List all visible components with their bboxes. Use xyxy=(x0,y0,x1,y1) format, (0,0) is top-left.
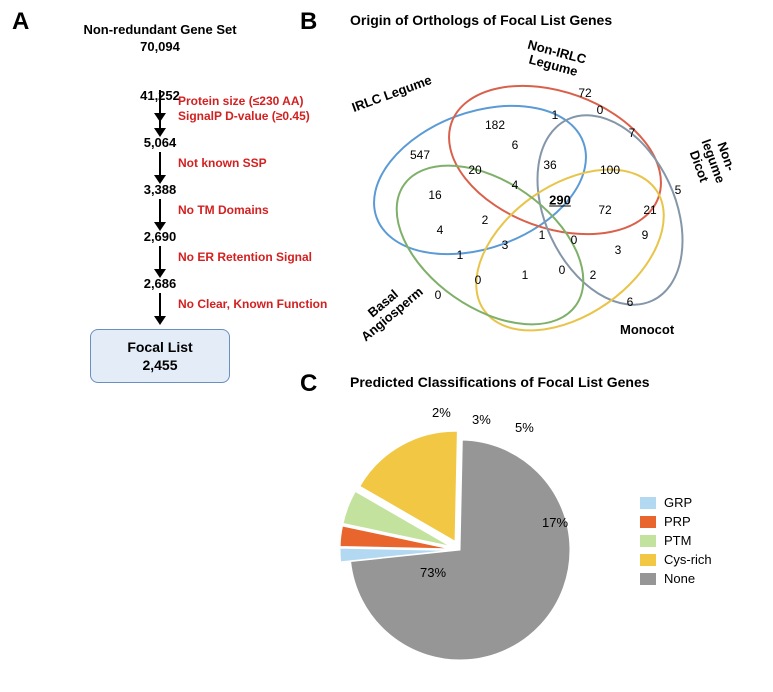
arrow-icon xyxy=(159,293,161,319)
venn-region-count: 0 xyxy=(435,288,442,302)
venn-region-count: 547 xyxy=(410,148,430,162)
focal-box: Focal List 2,455 xyxy=(90,329,230,383)
panel-a-label: A xyxy=(12,8,29,36)
legend-label: GRP xyxy=(664,495,692,510)
venn-region-count: 1 xyxy=(522,268,529,282)
pie-pct-label: 2% xyxy=(432,405,451,420)
legend-item: GRP xyxy=(640,495,712,510)
venn-center-count: 290 xyxy=(549,193,571,208)
pie-legend: GRP PRP PTM Cys-rich None xyxy=(640,495,712,590)
pie-pct-label: 17% xyxy=(542,515,568,530)
focal-label: Focal List xyxy=(95,338,225,356)
venn-region-count: 0 xyxy=(571,233,578,247)
flowchart: Non-redundant Gene Set 70,094 Protein si… xyxy=(30,22,290,383)
focal-value: 2,455 xyxy=(95,356,225,374)
arrow-icon xyxy=(159,199,161,225)
legend-label: PTM xyxy=(664,533,691,548)
panel-b-title: Origin of Orthologs of Focal List Genes xyxy=(350,12,612,28)
venn-region-count: 16 xyxy=(428,188,441,202)
flow-value: 2,686 xyxy=(30,276,290,291)
legend-swatch xyxy=(640,497,656,509)
panel-c-title: Predicted Classifications of Focal List … xyxy=(350,374,650,390)
venn-region-count: 3 xyxy=(502,238,509,252)
flow-filter-label: No Clear, Known Function xyxy=(178,297,327,311)
venn-region-count: 100 xyxy=(600,163,620,177)
venn-region-count: 72 xyxy=(598,203,611,217)
flow-value: 5,064 xyxy=(30,135,290,150)
venn-region-count: 0 xyxy=(559,263,566,277)
legend-label: None xyxy=(664,571,695,586)
legend-item: None xyxy=(640,571,712,586)
venn-region-count: 9 xyxy=(642,228,649,242)
venn-set-label: Monocot xyxy=(620,323,674,337)
venn-region-count: 4 xyxy=(437,223,444,237)
venn-region-count: 1 xyxy=(539,228,546,242)
legend-swatch xyxy=(640,554,656,566)
venn-region-count: 1 xyxy=(457,248,464,262)
legend-item: PRP xyxy=(640,514,712,529)
flow-filter-label: Protein size (≤230 AA) xyxy=(178,94,304,108)
arrow-icon xyxy=(159,105,161,131)
flow-header-value: 70,094 xyxy=(30,39,290,56)
legend-label: Cys-rich xyxy=(664,552,712,567)
flow-filter-label: SignalP D-value (≥0.45) xyxy=(178,109,310,123)
flow-header-text: Non-redundant Gene Set xyxy=(30,22,290,39)
pie-pct-label: 5% xyxy=(515,420,534,435)
legend-label: PRP xyxy=(664,514,691,529)
flow-filter-label: Not known SSP xyxy=(178,156,267,170)
legend-item: Cys-rich xyxy=(640,552,712,567)
flow-filter-label: No TM Domains xyxy=(178,203,269,217)
venn-region-count: 4 xyxy=(512,178,519,192)
panel-c-label: C xyxy=(300,370,317,398)
flow-filter-label: No ER Retention Signal xyxy=(178,250,312,264)
pie-svg xyxy=(320,400,610,670)
venn-region-count: 36 xyxy=(543,158,556,172)
pie-chart: 2% 3% 5% 17% 73% GRP PRP PTM Cys-rich None xyxy=(320,400,750,680)
venn-region-count: 72 xyxy=(578,86,591,100)
venn-diagram: IRLC LegumeNon-IRLCLegumeNon-legumeDicot… xyxy=(330,40,750,370)
arrow-icon xyxy=(159,246,161,272)
arrow-icon xyxy=(159,152,161,178)
venn-region-count: 20 xyxy=(468,163,481,177)
venn-region-count: 182 xyxy=(485,118,505,132)
venn-region-count: 21 xyxy=(643,203,656,217)
venn-region-count: 2 xyxy=(482,213,489,227)
venn-region-count: 3 xyxy=(615,243,622,257)
flow-value: 3,388 xyxy=(30,182,290,197)
pie-pct-label: 73% xyxy=(420,565,446,580)
legend-item: PTM xyxy=(640,533,712,548)
legend-swatch xyxy=(640,573,656,585)
legend-swatch xyxy=(640,516,656,528)
panel-b-label: B xyxy=(300,8,317,36)
venn-region-count: 0 xyxy=(597,103,604,117)
venn-region-count: 7 xyxy=(629,126,636,140)
venn-region-count: 2 xyxy=(590,268,597,282)
venn-region-count: 6 xyxy=(627,295,634,309)
venn-region-count: 1 xyxy=(552,108,559,122)
pie-pct-label: 3% xyxy=(472,412,491,427)
venn-region-count: 5 xyxy=(675,183,682,197)
flow-header: Non-redundant Gene Set 70,094 xyxy=(30,22,290,56)
legend-swatch xyxy=(640,535,656,547)
venn-region-count: 0 xyxy=(475,273,482,287)
flow-value: 2,690 xyxy=(30,229,290,244)
venn-region-count: 6 xyxy=(512,138,519,152)
